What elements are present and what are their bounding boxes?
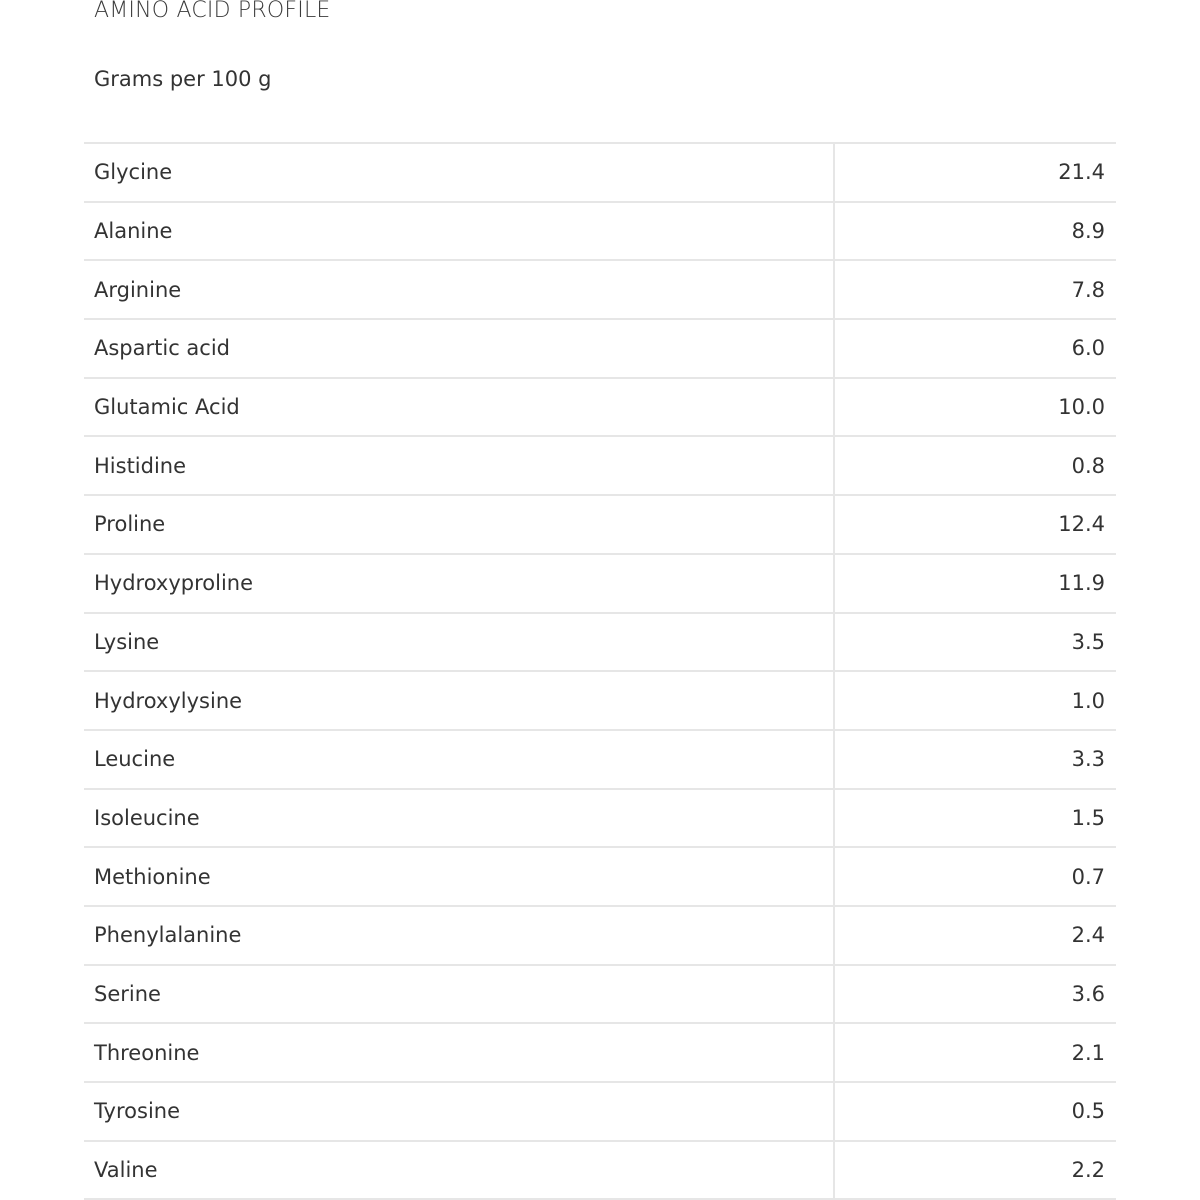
amino-acid-value: 2.4 <box>834 904 1116 966</box>
table-row: Proline 12.4 <box>84 494 1116 555</box>
table-row: Threonine 2.1 <box>84 1022 1116 1083</box>
amino-acid-value: 10.0 <box>834 376 1116 438</box>
amino-acid-name: Hydroxyproline <box>84 552 835 614</box>
table-row: Aspartic acid 6.0 <box>84 318 1116 379</box>
amino-acid-name: Valine <box>84 1139 835 1200</box>
amino-acid-value: 8.9 <box>834 200 1116 262</box>
amino-acid-name: Hydroxylysine <box>84 670 835 731</box>
table-row: Leucine 3.3 <box>84 728 1116 790</box>
table-row: Serine 3.6 <box>84 963 1116 1025</box>
table-row: Arginine 7.8 <box>84 259 1116 321</box>
amino-acid-name: Phenylalanine <box>84 904 835 966</box>
amino-acid-value: 3.3 <box>834 728 1116 790</box>
table-row: Methionine 0.7 <box>84 846 1116 907</box>
amino-acid-name: Histidine <box>84 435 835 497</box>
amino-acid-value: 12.4 <box>834 494 1116 555</box>
amino-acid-name: Threonine <box>84 1022 835 1083</box>
amino-acid-name: Glutamic Acid <box>84 376 835 438</box>
table-row: Tyrosine 0.5 <box>84 1081 1116 1142</box>
amino-acid-value: 2.1 <box>834 1022 1116 1083</box>
table-row: Histidine 0.8 <box>84 435 1116 497</box>
table-row: Alanine 8.9 <box>84 200 1116 262</box>
amino-acid-name: Aspartic acid <box>84 318 835 379</box>
table-row: Hydroxylysine 1.0 <box>84 670 1116 731</box>
table-row: Isoleucine 1.5 <box>84 787 1116 849</box>
table-row: Phenylalanine 2.4 <box>84 904 1116 966</box>
amino-acid-value: 2.2 <box>834 1139 1116 1200</box>
table-row: Glycine 21.4 <box>84 142 1116 203</box>
amino-acid-name: Methionine <box>84 846 835 907</box>
amino-acid-value: 1.5 <box>834 787 1116 849</box>
amino-acid-value: 6.0 <box>834 318 1116 379</box>
table-subtitle: Grams per 100 g <box>94 67 272 91</box>
amino-acid-name: Tyrosine <box>84 1081 835 1142</box>
amino-acid-value: 7.8 <box>834 259 1116 321</box>
table-row: Valine 2.2 <box>84 1139 1116 1200</box>
amino-acid-value: 21.4 <box>834 142 1116 203</box>
amino-acid-value: 0.7 <box>834 846 1116 907</box>
page-title: AMINO ACID PROFILE <box>94 0 331 23</box>
table-row: Glutamic Acid 10.0 <box>84 376 1116 438</box>
amino-acid-name: Serine <box>84 963 835 1025</box>
table-row: Lysine 3.5 <box>84 611 1116 673</box>
amino-acid-name: Isoleucine <box>84 787 835 849</box>
amino-acid-value: 11.9 <box>834 552 1116 614</box>
amino-acid-name: Alanine <box>84 200 835 262</box>
amino-acid-name: Glycine <box>84 142 835 203</box>
amino-acid-name: Lysine <box>84 611 835 673</box>
amino-acid-name: Proline <box>84 494 835 555</box>
table-row: Hydroxyproline 11.9 <box>84 552 1116 614</box>
amino-acid-name: Leucine <box>84 728 835 790</box>
amino-acid-value: 1.0 <box>834 670 1116 731</box>
amino-acid-value: 3.5 <box>834 611 1116 673</box>
amino-acid-name: Arginine <box>84 259 835 321</box>
amino-acid-value: 0.8 <box>834 435 1116 497</box>
amino-acid-value: 3.6 <box>834 963 1116 1025</box>
amino-acid-table: Glycine 21.4 Alanine 8.9 Arginine 7.8 Aspartic… <box>84 142 1116 1200</box>
amino-acid-value: 0.5 <box>834 1081 1116 1142</box>
